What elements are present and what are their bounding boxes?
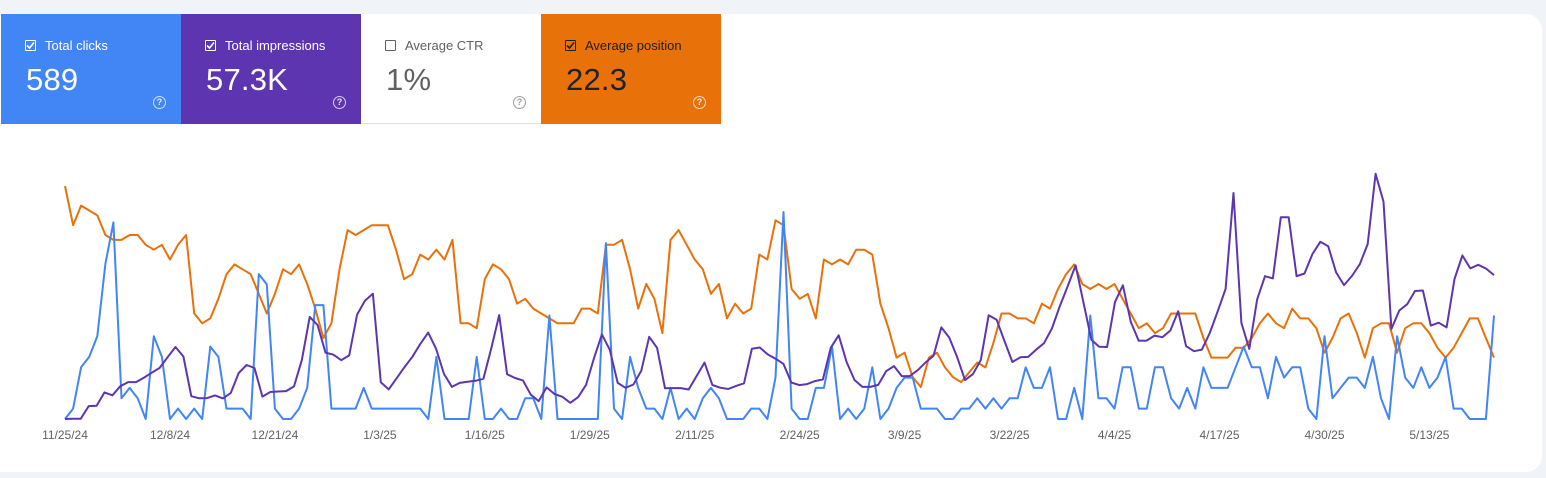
metric-tile-total-clicks[interactable]: Total clicks 589 ? <box>1 14 181 124</box>
performance-line-chart: 11/25/24 12/8/24 12/21/24 1/3/25 1/16/25 1/29… <box>42 172 1495 442</box>
x-tick-label: 5/13/25 <box>1409 428 1449 442</box>
x-tick-label: 12/8/24 <box>150 428 190 442</box>
x-tick-label: 12/21/24 <box>252 428 299 442</box>
average-position-value: 22.3 <box>566 62 628 97</box>
x-tick-label: 2/11/25 <box>675 428 714 442</box>
total-clicks-checkbox[interactable] <box>25 40 36 51</box>
series-layer <box>64 172 1495 420</box>
series-line-average-position <box>64 185 1495 388</box>
total-clicks-label: Total clicks <box>45 38 108 53</box>
performance-card: Total clicks 589 ? Total impressions 57.… <box>0 14 1542 472</box>
x-tick-label: 2/24/25 <box>780 428 820 442</box>
x-tick-label: 1/3/25 <box>363 428 397 442</box>
checkmark-icon <box>206 41 215 50</box>
checkmark-icon <box>566 41 575 50</box>
average-position-checkbox[interactable] <box>565 40 576 51</box>
x-tick-label: 1/29/25 <box>570 428 610 442</box>
x-tick-label: 3/9/25 <box>888 428 922 442</box>
help-icon[interactable]: ? <box>333 96 346 109</box>
average-ctr-label: Average CTR <box>405 38 484 53</box>
x-tick-label: 4/30/25 <box>1304 428 1344 442</box>
help-icon[interactable]: ? <box>693 96 706 109</box>
series-line-total-clicks <box>64 211 1495 420</box>
x-tick-label: 11/25/24 <box>42 428 88 442</box>
total-impressions-checkbox[interactable] <box>205 40 216 51</box>
average-ctr-value: 1% <box>386 62 432 97</box>
x-tick-label: 3/22/25 <box>990 428 1030 442</box>
checkmark-icon <box>26 41 35 50</box>
metric-tile-average-ctr[interactable]: Average CTR 1% ? <box>361 14 541 124</box>
average-ctr-checkbox[interactable] <box>385 40 396 51</box>
average-position-label: Average position <box>585 38 682 53</box>
metric-tile-total-impressions[interactable]: Total impressions 57.3K ? <box>181 14 361 124</box>
metric-tile-average-position[interactable]: Average position 22.3 ? <box>541 14 721 124</box>
x-tick-label: 1/16/25 <box>465 428 505 442</box>
help-icon[interactable]: ? <box>153 96 166 109</box>
x-tick-label: 4/4/25 <box>1098 428 1132 442</box>
total-impressions-label: Total impressions <box>225 38 326 53</box>
series-line-total-impressions <box>64 172 1495 420</box>
total-clicks-value: 589 <box>26 62 79 97</box>
total-impressions-value: 57.3K <box>206 62 289 97</box>
help-icon[interactable]: ? <box>513 96 526 109</box>
x-axis-ticks: 11/25/24 12/8/24 12/21/24 1/3/25 1/16/25 1/29… <box>42 428 1450 442</box>
x-tick-label: 4/17/25 <box>1199 428 1239 442</box>
